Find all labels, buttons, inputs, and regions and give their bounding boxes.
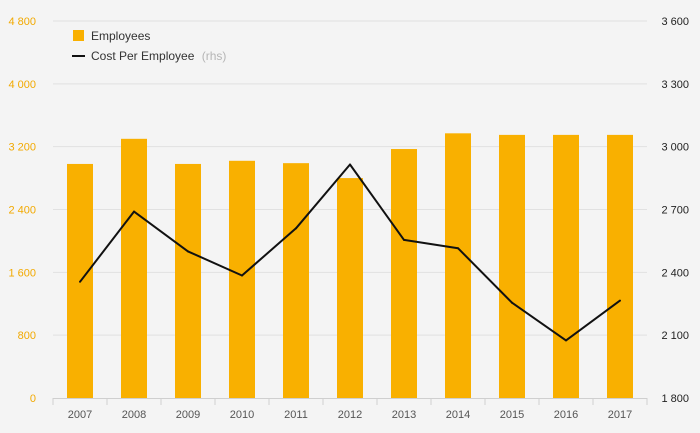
x-tick-label: 2007 — [68, 409, 92, 421]
left-tick-label: 800 — [18, 330, 36, 342]
right-tick-label: 1 800 — [661, 393, 689, 405]
right-tick-label: 2 700 — [661, 205, 689, 217]
point-cost-per-employee-2008 — [133, 210, 135, 213]
left-tick-label: 0 — [30, 393, 36, 405]
x-tick-label: 2014 — [446, 409, 470, 421]
point-cost-per-employee-2014 — [457, 247, 459, 250]
right-tick-label: 3 000 — [661, 142, 689, 154]
legend-swatch-employees — [73, 30, 84, 41]
left-axis-ticks: 0 800 1 600 2 400 3 200 4 000 4 800 — [8, 16, 36, 405]
point-cost-per-employee-2016 — [565, 339, 567, 342]
x-tick-label: 2012 — [338, 409, 362, 421]
bar-employees-2014 — [445, 133, 471, 399]
bar-employees-2010 — [229, 160, 255, 398]
legend-label-cost-per-employee: Cost Per Employee (rhs) — [91, 49, 226, 63]
left-tick-label: 4 000 — [8, 79, 36, 91]
x-tick-label: 2009 — [176, 409, 200, 421]
point-cost-per-employee-2017 — [619, 299, 621, 302]
left-tick-label: 3 200 — [8, 142, 36, 154]
left-tick-label: 1 600 — [8, 267, 36, 279]
point-cost-per-employee-2010 — [241, 274, 243, 277]
legend: Employees Cost Per Employee (rhs) — [72, 29, 226, 63]
x-tick-label: 2013 — [392, 409, 416, 421]
bar-employees-2012 — [337, 178, 363, 398]
right-tick-label: 3 300 — [661, 79, 689, 91]
right-tick-label: 2 100 — [661, 330, 689, 342]
bar-employees-2009 — [175, 163, 201, 398]
bar-employees-2008 — [121, 138, 147, 398]
right-tick-label: 3 600 — [661, 16, 689, 28]
x-tick-label: 2016 — [554, 409, 578, 421]
bar-employees-2013 — [391, 149, 417, 398]
x-axis: 2007 2008 2009 2010 2011 2012 2013 2014 2015 2016… — [52, 398, 648, 421]
legend-series-name: Cost Per Employee — [91, 49, 195, 63]
bar-employees-2015 — [499, 134, 525, 398]
point-cost-per-employee-2012 — [349, 163, 351, 166]
point-cost-per-employee-2015 — [511, 301, 513, 304]
left-tick-label: 4 800 — [8, 16, 36, 28]
right-tick-label: 2 400 — [661, 267, 689, 279]
x-tick-label: 2015 — [500, 409, 524, 421]
x-tick-label: 2010 — [230, 409, 254, 421]
point-cost-per-employee-2011 — [295, 227, 297, 230]
right-axis-ticks: 1 800 2 100 2 400 2 700 3 000 3 300 3 600 — [661, 16, 689, 405]
bar-employees-2016 — [553, 134, 579, 398]
x-tick-label: 2008 — [122, 409, 146, 421]
x-tick-label: 2017 — [608, 409, 632, 421]
legend-series-note: (rhs) — [202, 49, 227, 63]
bar-employees-2017 — [607, 134, 633, 398]
point-cost-per-employee-2007 — [79, 280, 81, 283]
employees-bars — [67, 133, 633, 399]
point-cost-per-employee-2009 — [187, 250, 189, 253]
bar-employees-2011 — [283, 163, 309, 398]
legend-label-employees: Employees — [91, 29, 150, 43]
x-tick-label: 2011 — [284, 409, 308, 421]
cost-per-employee-line-layer — [79, 163, 621, 342]
point-cost-per-employee-2013 — [403, 238, 405, 241]
left-tick-label: 2 400 — [8, 205, 36, 217]
